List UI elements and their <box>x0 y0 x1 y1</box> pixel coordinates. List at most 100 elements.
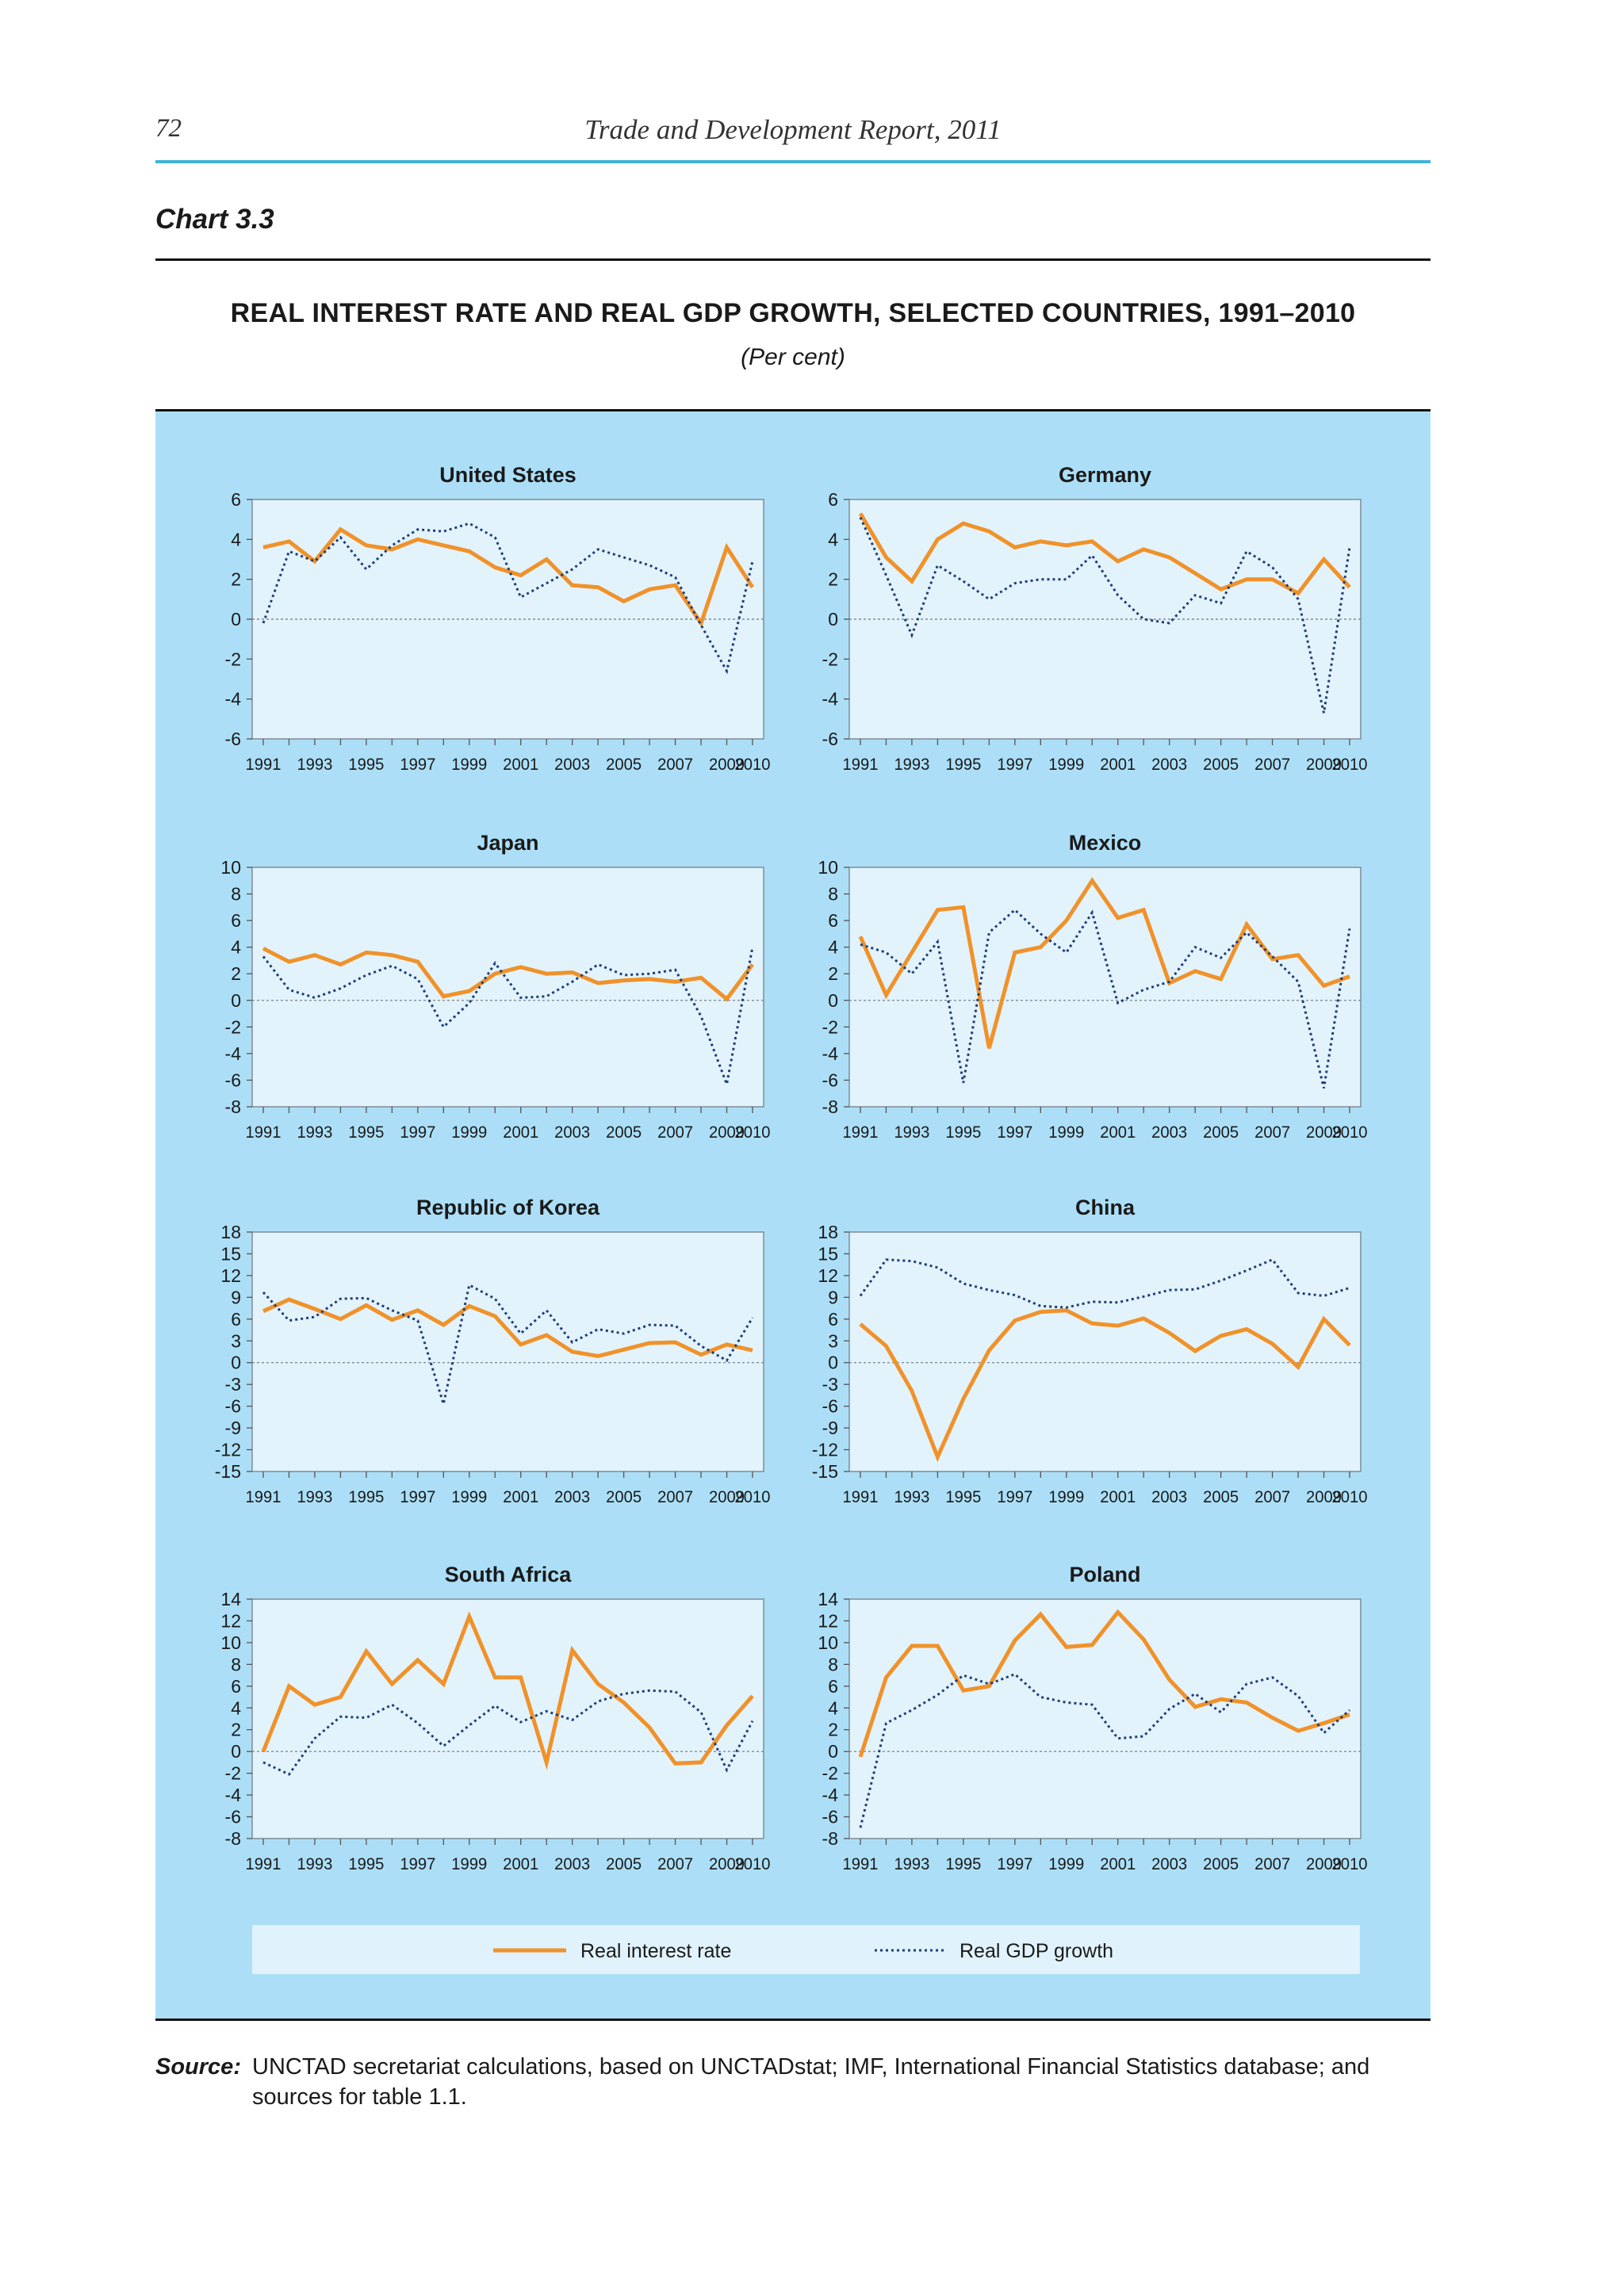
united-states-gdp-line <box>262 522 754 675</box>
republic-of-korea-x-tick-label: 2009 <box>709 1488 745 1506</box>
germany-y-tick-label: 2 <box>828 569 838 590</box>
mexico-x-tick-label: 2001 <box>1100 1123 1136 1142</box>
mexico-x-tick-label: 2003 <box>1151 1123 1187 1142</box>
mexico-y-tick-label: -8 <box>822 1096 838 1117</box>
china-x-tick-label: 2001 <box>1100 1488 1136 1506</box>
page-number: 72 <box>155 114 182 143</box>
republic-of-korea-y-tick-label: -6 <box>225 1396 241 1417</box>
republic-of-korea-y-tick-label: 12 <box>220 1265 241 1286</box>
united-states-x-tick-label: 2010 <box>735 756 771 774</box>
united-states-x-tick-label: 1995 <box>348 756 384 774</box>
legend-interest-label: Real interest rate <box>580 1940 731 1962</box>
republic-of-korea-gdp-line <box>262 1283 754 1409</box>
germany-x-tick-label: 1997 <box>997 756 1032 774</box>
south-africa-title: South Africa <box>445 1563 572 1586</box>
south-africa-y-tick-label: 0 <box>231 1741 241 1762</box>
mexico-y-tick-label: -6 <box>822 1070 838 1090</box>
mexico-y-tick-label: 2 <box>828 963 838 984</box>
japan-x-tick-label: 1995 <box>348 1123 384 1142</box>
japan-x-tick-label: 2001 <box>503 1123 538 1142</box>
republic-of-korea-x-tick-label: 2007 <box>657 1488 693 1506</box>
south-africa-y-tick-label: -6 <box>225 1807 241 1827</box>
south-africa-x-tick-label: 2001 <box>503 1855 538 1873</box>
poland-plot-area <box>848 1598 1362 1839</box>
poland-gdp-line <box>859 1672 1350 1828</box>
japan-y-tick-label: -8 <box>225 1096 241 1117</box>
mexico-y-tick-label: 0 <box>828 990 838 1011</box>
republic-of-korea-x-tick-label: 2001 <box>503 1488 538 1506</box>
legend-box <box>252 1925 1360 1974</box>
south-africa-x-tick-label: 1991 <box>246 1855 282 1873</box>
japan-x-tick-label: 2005 <box>606 1123 642 1142</box>
united-states-x-tick-label: 2005 <box>606 756 642 774</box>
japan-gdp-line <box>262 947 754 1089</box>
china-x-tick-label: 1993 <box>894 1488 929 1506</box>
republic-of-korea-y-tick-label: -12 <box>215 1440 241 1460</box>
germany-y-tick-label: 6 <box>828 489 838 510</box>
japan-x-tick-label: 1997 <box>400 1123 435 1142</box>
poland-title: Poland <box>1069 1563 1140 1586</box>
china-y-tick-label: -3 <box>822 1374 838 1395</box>
china-y-tick-label: 6 <box>828 1309 838 1330</box>
source-label: Source: <box>155 2054 241 2080</box>
japan-x-tick-label: 2007 <box>657 1123 693 1142</box>
republic-of-korea-y-tick-label: 6 <box>231 1309 241 1330</box>
south-africa-gdp-line <box>262 1689 754 1776</box>
republic-of-korea-y-tick-label: 9 <box>231 1287 241 1307</box>
poland-y-tick-label: 8 <box>828 1654 838 1674</box>
header-rule <box>155 160 1431 163</box>
rule-above-title <box>155 258 1431 261</box>
republic-of-korea-y-tick-label: -9 <box>225 1418 241 1438</box>
south-africa-x-tick-label: 2010 <box>735 1855 771 1873</box>
south-africa-x-tick-label: 2003 <box>554 1855 590 1873</box>
south-africa-x-tick-label: 1993 <box>297 1855 332 1873</box>
japan-interest-line <box>262 947 755 1002</box>
china-y-tick-label: 18 <box>818 1222 838 1242</box>
united-states-y-tick-label: -2 <box>225 649 241 669</box>
chart-title: REAL INTEREST RATE AND REAL GDP GROWTH, … <box>230 298 1356 328</box>
japan-y-tick-label: -6 <box>225 1070 241 1090</box>
south-africa-y-tick-label: -2 <box>225 1763 241 1784</box>
mexico-x-tick-label: 1993 <box>894 1123 929 1142</box>
south-africa-y-tick-label: 8 <box>231 1654 241 1674</box>
mexico-title: Mexico <box>1069 831 1142 855</box>
poland-x-tick-label: 1995 <box>945 1855 981 1873</box>
mexico-x-tick-label: 2007 <box>1254 1123 1290 1142</box>
japan-y-tick-label: 2 <box>231 963 241 984</box>
united-states-x-tick-label: 2003 <box>554 756 590 774</box>
china-y-tick-label: 12 <box>818 1265 838 1286</box>
republic-of-korea-y-tick-label: 3 <box>231 1330 241 1351</box>
republic-of-korea-x-tick-label: 1997 <box>400 1488 435 1506</box>
republic-of-korea-x-tick-label: 2003 <box>554 1488 590 1506</box>
japan-x-tick-label: 2003 <box>554 1123 590 1142</box>
mexico-y-tick-label: 6 <box>828 910 838 931</box>
republic-of-korea-x-tick-label: 2005 <box>606 1488 642 1506</box>
japan-x-tick-label: 1993 <box>297 1123 332 1142</box>
mexico-y-tick-label: 10 <box>818 857 838 878</box>
germany-x-tick-label: 2009 <box>1306 756 1342 774</box>
poland-x-tick-label: 2010 <box>1332 1855 1368 1873</box>
poland-y-tick-label: 14 <box>818 1589 838 1609</box>
united-states-y-tick-label: 4 <box>231 529 241 549</box>
united-states-x-tick-label: 1999 <box>451 756 487 774</box>
united-states-title: United States <box>439 463 576 487</box>
china-interest-line <box>859 1308 1351 1463</box>
japan-y-tick-label: 6 <box>231 910 241 931</box>
japan-x-tick-label: 1999 <box>451 1123 487 1142</box>
mexico-y-tick-label: 4 <box>828 937 838 958</box>
united-states-y-tick-label: 0 <box>231 609 241 629</box>
republic-of-korea-x-tick-label: 2010 <box>735 1488 771 1506</box>
china-y-tick-label: 15 <box>818 1243 838 1264</box>
japan-x-tick-label: 1991 <box>246 1123 282 1142</box>
germany-gdp-line <box>859 516 1351 714</box>
united-states-y-tick-label: -6 <box>225 729 241 749</box>
south-africa-x-tick-label: 1997 <box>400 1855 435 1873</box>
poland-y-tick-label: 0 <box>828 1741 838 1762</box>
china-y-tick-label: 9 <box>828 1287 838 1307</box>
poland-interest-line <box>858 1609 1350 1758</box>
republic-of-korea-x-tick-label: 1991 <box>246 1488 282 1506</box>
china-x-tick-label: 2007 <box>1254 1488 1290 1506</box>
china-plot-area <box>848 1231 1362 1472</box>
rule-below-panel <box>155 2019 1431 2021</box>
south-africa-y-tick-label: 10 <box>220 1632 241 1653</box>
